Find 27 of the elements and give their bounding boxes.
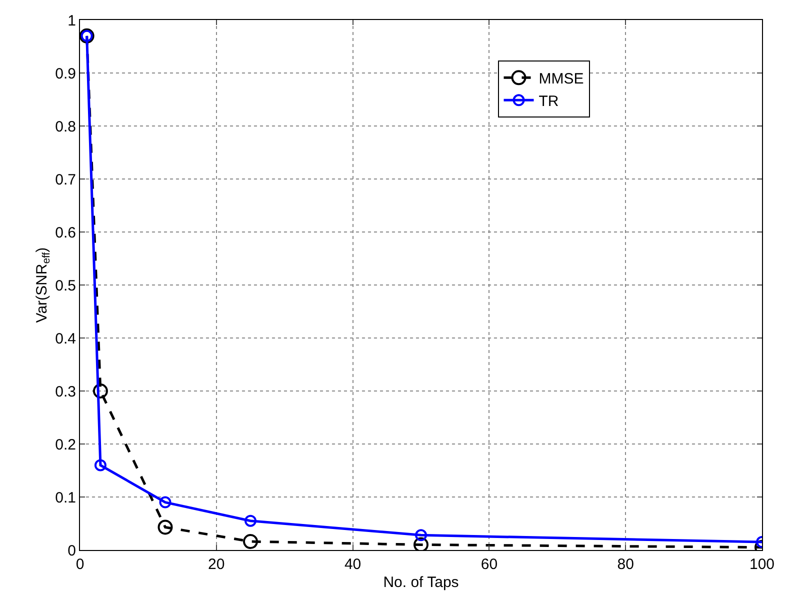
y-tick-label: 1	[68, 12, 76, 30]
x-axis-title: No. of Taps	[383, 574, 459, 591]
y-tick-label: 0.8	[55, 118, 76, 136]
y-tick-label: 0.6	[55, 224, 76, 242]
x-tick-label: 100	[749, 556, 775, 573]
point	[415, 529, 427, 542]
y-tick-label: 0.5	[55, 277, 76, 294]
point	[92, 384, 108, 398]
point	[243, 534, 258, 550]
y-tick-label: 0	[68, 542, 76, 560]
y-tick-label: 0.3	[55, 383, 76, 400]
y-tick-label: 0.7	[55, 171, 76, 188]
point	[94, 459, 106, 472]
point	[244, 514, 256, 527]
point	[158, 520, 173, 535]
point	[159, 496, 172, 508]
y-tick-label: 0.9	[55, 65, 76, 82]
legend-label: TR	[538, 93, 559, 110]
y-tick-label: 0.2	[55, 436, 76, 454]
y-tick-label: 0.1	[55, 489, 76, 506]
y-tick-label: 0.4	[55, 330, 76, 348]
x-tick-label: 40	[344, 556, 362, 573]
legend-label: MMSE	[538, 70, 584, 88]
x-tick-label: 20	[208, 556, 225, 573]
x-tick-label: 80	[617, 556, 634, 573]
point	[414, 537, 428, 550]
x-tick-label: 60	[480, 556, 498, 573]
